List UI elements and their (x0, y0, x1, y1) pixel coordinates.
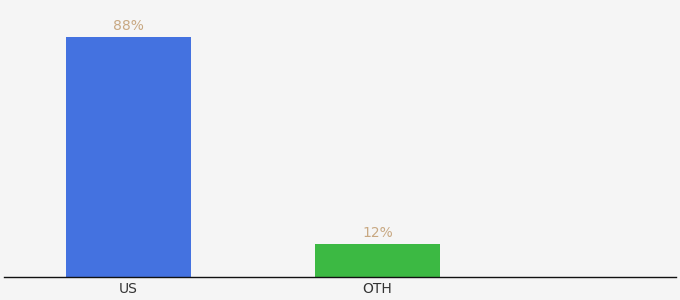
Text: 12%: 12% (362, 226, 392, 240)
Text: 88%: 88% (113, 19, 144, 33)
Bar (67, 37, 191, 277)
Bar (315, 244, 439, 277)
